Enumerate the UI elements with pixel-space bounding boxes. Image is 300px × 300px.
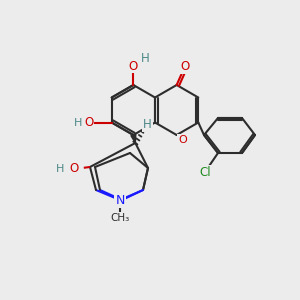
Text: O: O <box>129 59 138 73</box>
Text: O: O <box>180 61 189 74</box>
Text: O: O <box>84 116 93 129</box>
Polygon shape <box>131 134 136 143</box>
Text: H: H <box>143 118 152 131</box>
Text: H: H <box>141 52 150 65</box>
Text: CH₃: CH₃ <box>110 213 130 223</box>
Text: N: N <box>115 194 125 206</box>
Text: H: H <box>74 118 82 128</box>
Text: Cl: Cl <box>199 166 211 178</box>
Text: O: O <box>178 135 187 145</box>
Text: O: O <box>69 163 79 176</box>
Text: H: H <box>56 164 64 174</box>
